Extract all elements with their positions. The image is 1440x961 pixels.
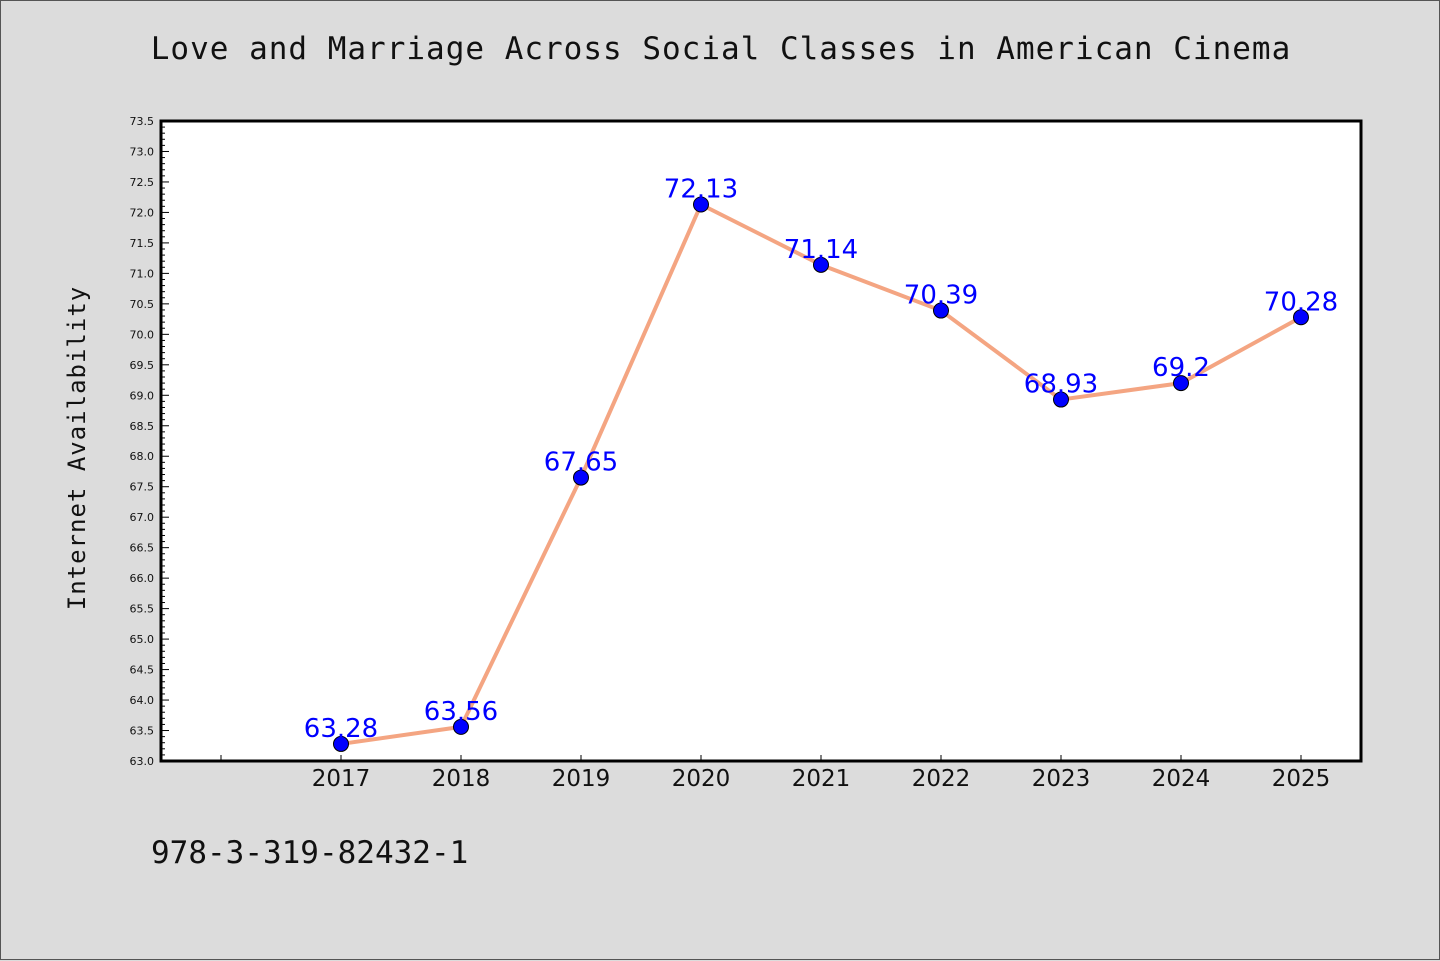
y-tick-label: 71.0 — [130, 267, 155, 280]
x-tick-label: 2018 — [432, 766, 491, 792]
data-point — [1173, 375, 1189, 392]
plot-area — [161, 121, 1361, 761]
x-tick-label: 2024 — [1152, 766, 1211, 792]
x-tick-label: 2019 — [552, 766, 611, 792]
data-label: 63.56 — [424, 697, 498, 727]
data-point — [1053, 391, 1069, 408]
data-point — [1293, 309, 1309, 326]
y-tick-label: 64.5 — [130, 664, 155, 677]
x-tick-label: 2022 — [912, 766, 971, 792]
data-label: 71.14 — [784, 235, 858, 265]
y-tick-label: 69.0 — [130, 389, 155, 402]
y-tick-label: 67.0 — [130, 511, 155, 524]
x-tick-label: 2017 — [312, 766, 371, 792]
data-label: 63.28 — [304, 714, 378, 744]
x-tick-label: 2025 — [1272, 766, 1331, 792]
y-tick-label: 72.5 — [130, 176, 155, 189]
y-tick-label: 64.0 — [130, 694, 155, 707]
y-tick-label: 63.5 — [130, 725, 155, 738]
data-point — [573, 469, 589, 486]
y-tick-label: 67.5 — [130, 481, 155, 494]
y-tick-label: 65.5 — [130, 603, 155, 616]
data-label: 70.39 — [904, 281, 978, 311]
x-tick-label: 2020 — [672, 766, 731, 792]
data-label: 72.13 — [664, 175, 738, 205]
data-point — [933, 302, 949, 319]
x-tick-label: 2023 — [1032, 766, 1091, 792]
y-tick-label: 66.5 — [130, 542, 155, 555]
y-tick-label: 70.5 — [130, 298, 155, 311]
y-tick-label: 73.5 — [130, 115, 155, 128]
y-tick-label: 66.0 — [130, 572, 155, 585]
y-tick-label: 72.0 — [130, 206, 155, 219]
plot-border — [159, 119, 1363, 763]
y-tick-label: 63.0 — [130, 755, 155, 768]
y-tick-label: 73.0 — [130, 145, 155, 158]
y-tick-label: 70.0 — [130, 328, 155, 341]
data-point — [813, 256, 829, 273]
data-label: 69.2 — [1152, 353, 1210, 383]
chart-title: Love and Marriage Across Social Classes … — [150, 31, 1292, 67]
data-label: 70.28 — [1264, 287, 1338, 317]
data-label: 68.93 — [1024, 370, 1098, 400]
data-point — [453, 718, 469, 735]
y-tick-label: 71.5 — [130, 237, 155, 250]
footer-code: 978-3-319-82432-1 — [151, 835, 469, 871]
data-point — [693, 196, 709, 213]
y-tick-label: 68.0 — [130, 450, 155, 463]
x-tick-label: 2021 — [792, 766, 851, 792]
data-label: 67.65 — [544, 448, 618, 478]
data-point — [333, 735, 349, 752]
y-tick-label: 68.5 — [130, 420, 155, 433]
y-tick-label: 65.0 — [130, 633, 155, 646]
y-tick-label: 69.5 — [130, 359, 155, 372]
